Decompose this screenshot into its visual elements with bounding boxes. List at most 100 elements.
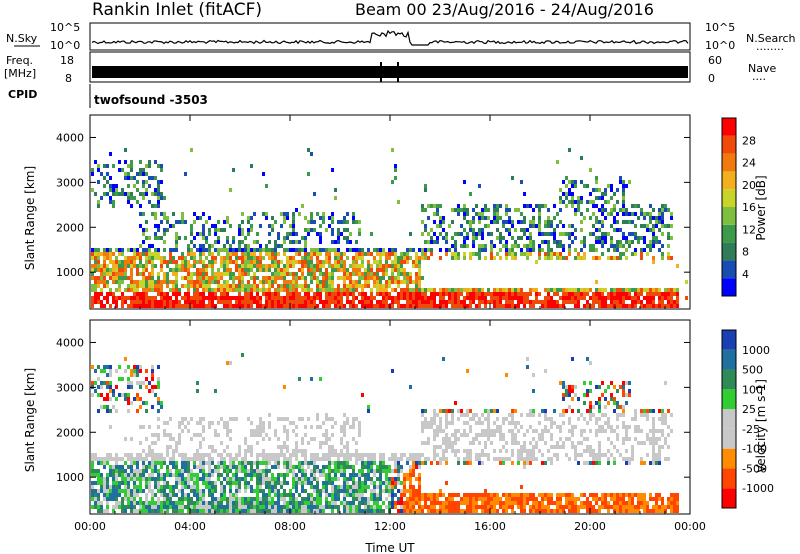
velocity-cell bbox=[205, 473, 208, 477]
power-cell bbox=[277, 268, 280, 272]
velocity-cell bbox=[196, 481, 199, 485]
power-cell bbox=[139, 212, 142, 216]
velocity-cell bbox=[301, 497, 304, 501]
velocity-cell bbox=[220, 497, 223, 501]
velocity-cell bbox=[259, 509, 262, 513]
power-cell bbox=[649, 216, 652, 220]
velocity-cell bbox=[391, 497, 394, 501]
power-cell bbox=[256, 288, 259, 292]
velocity-cell bbox=[445, 501, 448, 505]
velocity-cell bbox=[214, 485, 217, 489]
power-cell bbox=[274, 296, 277, 300]
power-cell bbox=[457, 252, 460, 256]
velocity-cell bbox=[157, 485, 160, 489]
power-cell bbox=[616, 296, 619, 300]
velocity-cell bbox=[214, 469, 217, 473]
power-cell bbox=[460, 292, 463, 296]
velocity-cell bbox=[133, 469, 136, 473]
power-cell bbox=[205, 240, 208, 244]
velocity-cell bbox=[196, 433, 199, 437]
velocity-cell bbox=[103, 405, 106, 409]
velocity-cell bbox=[451, 441, 454, 445]
power-cell bbox=[250, 256, 253, 260]
velocity-cell bbox=[412, 489, 415, 493]
velocity-cell bbox=[547, 457, 550, 461]
power-cell bbox=[463, 216, 466, 220]
velocity-cell bbox=[109, 369, 112, 373]
power-cell bbox=[154, 232, 157, 236]
power-cell bbox=[577, 296, 580, 300]
power-cell bbox=[292, 304, 295, 308]
velocity-cell bbox=[115, 477, 118, 481]
velocity-cell bbox=[352, 489, 355, 493]
power-cell bbox=[265, 280, 268, 284]
power-cell bbox=[418, 300, 421, 304]
velocity-cell bbox=[592, 405, 595, 409]
power-cell bbox=[424, 184, 427, 188]
power-cell bbox=[670, 304, 673, 308]
velocity-cell bbox=[283, 497, 286, 501]
velocity-cell bbox=[370, 509, 373, 513]
velocity-cell bbox=[214, 433, 217, 437]
power-cell bbox=[649, 244, 652, 248]
velocity-cell bbox=[256, 481, 259, 485]
velocity-cell bbox=[592, 413, 595, 417]
power-cell bbox=[250, 264, 253, 268]
velocity-cell bbox=[328, 417, 331, 421]
velocity-cell bbox=[157, 401, 160, 405]
velocity-cell bbox=[271, 489, 274, 493]
velocity-cell bbox=[160, 461, 163, 465]
velocity-cell bbox=[211, 421, 214, 425]
velocity-cell bbox=[304, 473, 307, 477]
velocity-cell bbox=[514, 501, 517, 505]
power-cell bbox=[571, 288, 574, 292]
power-cell bbox=[343, 280, 346, 284]
velocity-cell bbox=[256, 461, 259, 465]
velocity-cell bbox=[553, 453, 556, 457]
power-cell bbox=[502, 288, 505, 292]
velocity-cell bbox=[100, 393, 103, 397]
power-cell bbox=[298, 284, 301, 288]
power-cell bbox=[253, 260, 256, 264]
power-cell bbox=[130, 204, 133, 208]
power-cell bbox=[457, 256, 460, 260]
velocity-cell bbox=[241, 497, 244, 501]
power-cell bbox=[289, 256, 292, 260]
velocity-cell bbox=[445, 461, 448, 465]
velocity-cell bbox=[472, 493, 475, 497]
velocity-cell bbox=[112, 489, 115, 493]
power-cell bbox=[223, 288, 226, 292]
velocity-cell bbox=[532, 437, 535, 441]
power-cell bbox=[583, 292, 586, 296]
power-cell bbox=[508, 288, 511, 292]
velocity-cell bbox=[487, 437, 490, 441]
power-cell bbox=[169, 256, 172, 260]
power-cell bbox=[223, 248, 226, 252]
power-cell bbox=[286, 296, 289, 300]
velocity-cell bbox=[283, 441, 286, 445]
power-cell bbox=[280, 224, 283, 228]
power-cell bbox=[262, 280, 265, 284]
velocity-cell bbox=[151, 365, 154, 369]
velocity-cell bbox=[412, 469, 415, 473]
power-cell bbox=[355, 268, 358, 272]
velocity-cell bbox=[295, 425, 298, 429]
power-cell bbox=[508, 304, 511, 308]
power-cell bbox=[400, 272, 403, 276]
velocity-cell bbox=[325, 493, 328, 497]
power-cell bbox=[310, 260, 313, 264]
power-cell bbox=[145, 172, 148, 176]
power-cell bbox=[439, 296, 442, 300]
velocity-cell bbox=[367, 469, 370, 473]
power-cell bbox=[469, 224, 472, 228]
power-cell bbox=[436, 240, 439, 244]
power-cell bbox=[580, 248, 583, 252]
velocity-cell bbox=[310, 505, 313, 509]
power-cell bbox=[514, 292, 517, 296]
velocity-cell bbox=[115, 461, 118, 465]
velocity-cell bbox=[250, 505, 253, 509]
velocity-cell bbox=[178, 437, 181, 441]
power-cell bbox=[670, 224, 673, 228]
velocity-cell bbox=[199, 441, 202, 445]
power-cell bbox=[556, 304, 559, 308]
